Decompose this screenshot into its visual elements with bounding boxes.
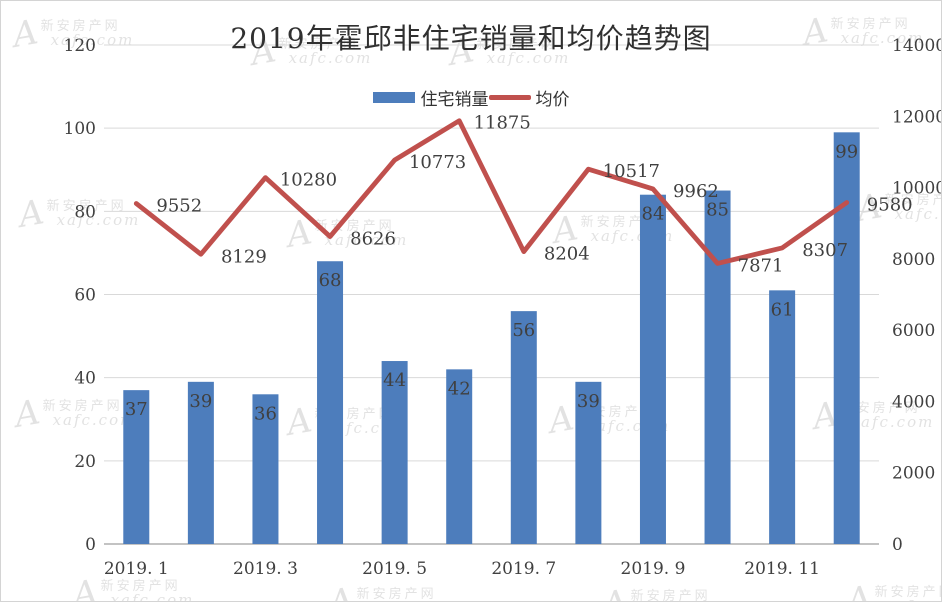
x-axis-tick-label: 2019. 11: [744, 559, 820, 579]
line-value-label: 11875: [474, 113, 531, 134]
bar-value-label: 56: [512, 320, 535, 341]
bar-2019.9: [639, 194, 666, 544]
x-axis-tick-label: 2019. 5: [362, 559, 427, 579]
legend-line-swatch: [488, 95, 531, 100]
bar-value-label: 61: [771, 299, 794, 320]
legend: 住宅销量 均价: [1, 85, 941, 110]
bar-value-label: 84: [642, 204, 665, 225]
bar-value-label: 42: [448, 378, 471, 399]
chart-title: 2019年霍邱非住宅销量和均价趋势图: [230, 22, 712, 55]
bar-2019.4: [317, 261, 344, 544]
bar-value-label: 99: [835, 141, 858, 162]
left-axis-tick-label: 40: [74, 369, 96, 389]
line-value-label: 8204: [544, 244, 590, 265]
bar-value-label: 44: [383, 370, 406, 391]
line-value-label: 9552: [156, 196, 202, 217]
line-value-label: 9580: [867, 195, 913, 216]
bar-2019.7: [510, 311, 537, 544]
line-value-label: 10517: [603, 161, 660, 182]
bar-2019.8: [575, 381, 602, 544]
bar-value-label: 39: [189, 391, 212, 412]
bar-2019.11: [769, 290, 796, 544]
line-value-label: 10280: [280, 170, 337, 191]
left-axis-tick-label: 0: [85, 535, 96, 555]
right-axis-tick-label: 12000: [892, 107, 942, 127]
bar-2019.2: [187, 381, 214, 544]
legend-line-label: 均价: [535, 90, 570, 110]
left-axis-tick-label: 60: [74, 286, 96, 306]
x-axis-tick-label: 2019. 3: [233, 559, 298, 579]
line-value-label: 10773: [409, 152, 466, 173]
bar-value-label: 39: [577, 391, 600, 412]
line-value-label: 8129: [221, 246, 267, 267]
legend-bar-label: 住宅销量: [420, 90, 489, 110]
right-axis-tick-label: 14000: [892, 36, 942, 56]
bar-2019.5: [381, 361, 408, 544]
right-axis-tick-label: 8000: [892, 250, 935, 270]
line-value-label: 9962: [673, 181, 719, 202]
bar-value-label: 85: [706, 200, 729, 221]
x-axis-tick-label: 2019. 7: [491, 559, 556, 579]
line-value-label: 8307: [802, 240, 848, 261]
bar-value-label: 36: [254, 403, 277, 424]
right-axis-tick-label: 0: [892, 535, 903, 555]
right-axis-tick-label: 10000: [892, 179, 942, 199]
left-axis-tick-label: 120: [64, 36, 96, 56]
left-axis-tick-label: 100: [64, 119, 96, 139]
left-axis-tick-label: 80: [74, 202, 96, 222]
bar-2019.10: [704, 190, 731, 544]
average-price-line: [133, 118, 850, 266]
bar-2019.12: [833, 132, 860, 544]
right-axis-tick-label: 2000: [892, 464, 935, 484]
line-value-label: 7871: [738, 255, 784, 276]
bar-2019.6: [446, 369, 473, 544]
right-axis-tick-label: 6000: [892, 321, 935, 341]
legend-bar-swatch: [372, 92, 415, 103]
bar-value-label: 68: [319, 270, 342, 291]
bar-2019.3: [252, 394, 279, 544]
bar-value-label: 37: [125, 399, 148, 420]
bar-2019.1: [123, 390, 150, 544]
line-value-label: 8626: [350, 229, 396, 250]
x-axis-tick-label: 2019. 9: [621, 559, 686, 579]
right-axis-tick-label: 4000: [892, 392, 935, 412]
left-axis-tick-label: 20: [74, 452, 96, 472]
x-axis-tick-label: 2019. 1: [104, 559, 169, 579]
